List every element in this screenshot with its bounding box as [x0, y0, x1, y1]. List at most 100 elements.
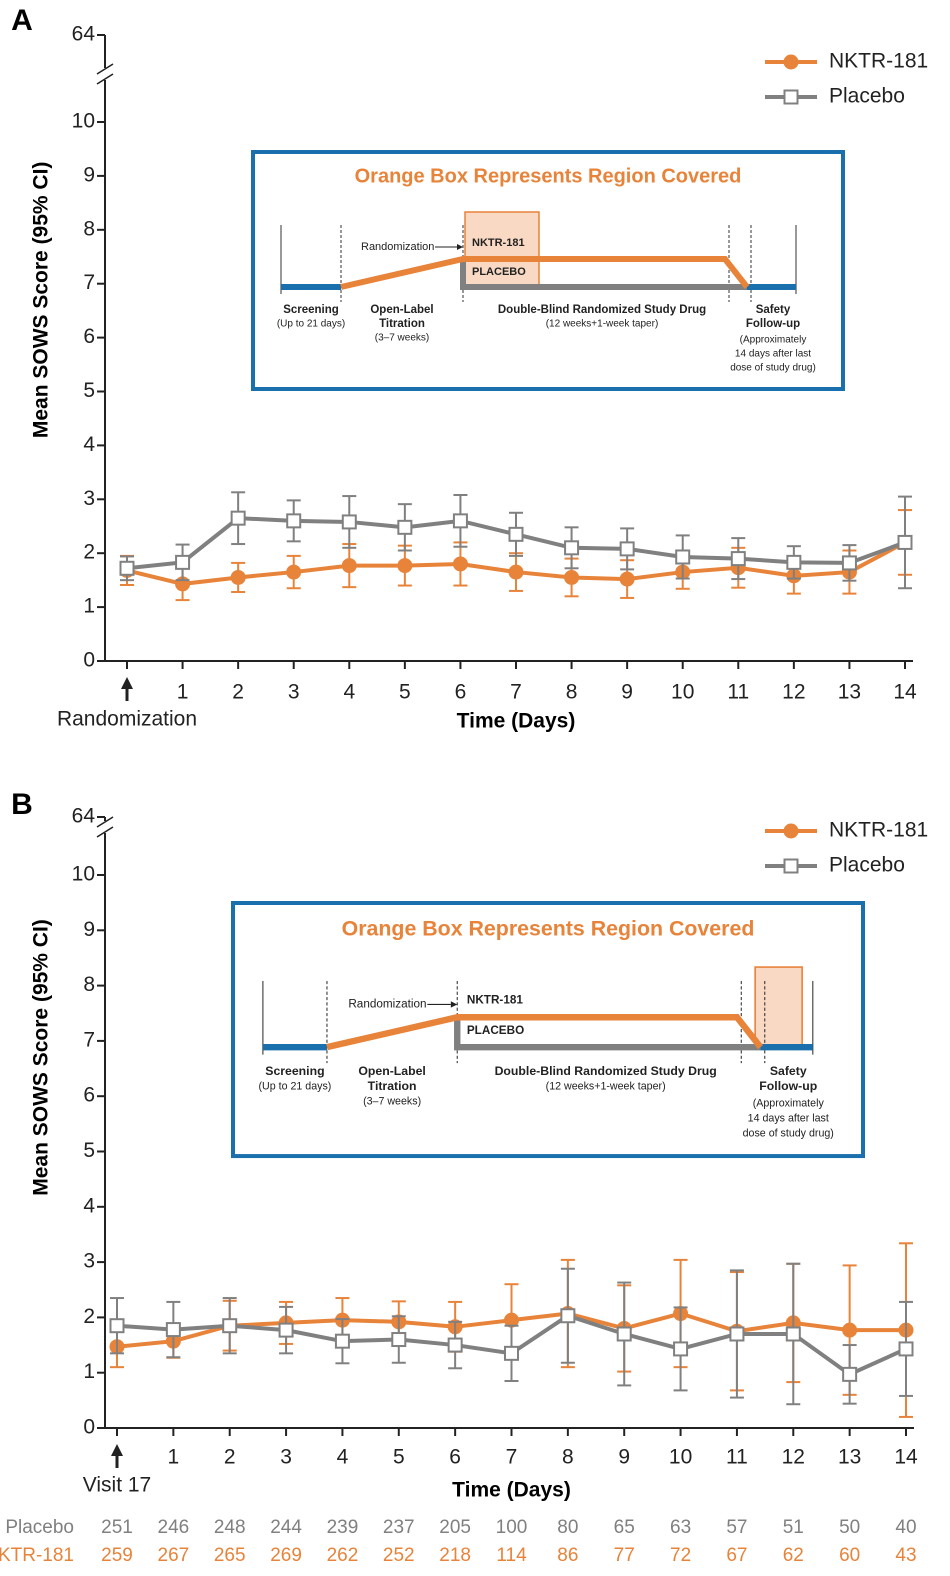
- y-tick-label: 8: [83, 217, 95, 240]
- point: [452, 556, 468, 572]
- point: [560, 1308, 576, 1324]
- inset: Orange Box Represents Region Covered Rand…: [231, 901, 865, 1159]
- axis-break: [96, 73, 114, 85]
- table-cell: 262: [327, 1545, 359, 1566]
- y-axis-label: Mean SOWS Score (95% CI): [30, 162, 53, 439]
- inset-label: (Approximately: [740, 335, 807, 346]
- x-tick-label: 4: [337, 1446, 349, 1469]
- inset-label: (Approximately: [753, 1098, 825, 1110]
- legend-label: Placebo: [829, 85, 905, 108]
- table-cell: 63: [670, 1517, 691, 1538]
- x-axis-label: Time (Days): [457, 710, 576, 733]
- inset-label: (12 weeks+1-week taper): [546, 1080, 666, 1092]
- point: [397, 558, 413, 574]
- point: [334, 1333, 350, 1349]
- x-tick-label: 1: [168, 1446, 180, 1469]
- y-tick-label: 7: [83, 271, 95, 294]
- y-tick-label: 2: [83, 1305, 95, 1328]
- x-tick-label: 9: [621, 681, 633, 704]
- table-cell: 60: [839, 1545, 860, 1566]
- inset-label: NKTR-181: [472, 237, 525, 249]
- panel-label: A: [11, 4, 33, 37]
- table-cell: 57: [726, 1517, 747, 1538]
- point: [391, 1332, 407, 1348]
- y-tick-label: 4: [83, 433, 95, 456]
- point: [286, 564, 302, 580]
- inset-label: (Up to 21 days): [277, 319, 345, 330]
- randomization-arrowhead: [457, 244, 463, 250]
- x-tick-label: 5: [393, 1446, 405, 1469]
- point: [222, 1318, 238, 1334]
- table-cell: 252: [383, 1545, 415, 1566]
- table-cell: 259: [101, 1545, 133, 1566]
- point: [675, 549, 691, 565]
- x-tick-label: 6: [455, 681, 467, 704]
- placebo-arm: [454, 1018, 761, 1051]
- x-tick-label: 1: [177, 681, 189, 704]
- x-tick-label: 3: [288, 681, 300, 704]
- table-cell: 269: [270, 1545, 302, 1566]
- legend-marker: [783, 858, 799, 874]
- inset-label: PLACEBO: [467, 1024, 524, 1037]
- inset-label: Double-Blind Randomized Study Drug: [495, 1064, 717, 1078]
- y-tick-label: 6: [83, 1084, 95, 1107]
- point: [897, 534, 913, 550]
- inset-label: Orange Box Represents Region Covered: [355, 165, 742, 187]
- legend-marker: [783, 823, 799, 839]
- x-tick-label: 7: [506, 1446, 518, 1469]
- inset-label: NKTR-181: [467, 993, 524, 1006]
- point: [785, 1326, 801, 1342]
- table-cell: 43: [895, 1545, 916, 1566]
- inset-label: Double-Blind Randomized Study Drug: [498, 304, 706, 316]
- x-tick-label: 9: [618, 1446, 630, 1469]
- y-tick-label: 8: [83, 973, 95, 996]
- point: [619, 541, 635, 557]
- point: [286, 513, 302, 529]
- x-tick-label: 8: [562, 1446, 574, 1469]
- point: [673, 1341, 689, 1357]
- inset-label: Titration: [368, 1079, 417, 1093]
- point: [842, 1322, 858, 1338]
- randomization-arrowhead: [450, 1001, 458, 1008]
- inset-label: Randomization: [348, 998, 426, 1011]
- table-row-label: Placebo: [5, 1517, 74, 1538]
- inset-label: 14 days after last: [735, 349, 811, 360]
- point: [730, 551, 746, 567]
- point: [508, 526, 524, 542]
- point: [165, 1322, 181, 1338]
- table-cell: 246: [158, 1517, 190, 1538]
- inset: Orange Box Represents Region Covered Rand…: [251, 150, 845, 391]
- axis-break: [96, 63, 114, 75]
- table-cell: 218: [439, 1545, 471, 1566]
- point: [452, 513, 468, 529]
- annotation: Randomization: [57, 708, 197, 731]
- inset-label: Open-Label: [358, 1064, 425, 1078]
- legend-marker: [783, 54, 799, 70]
- table-row-label: NKTR-181: [0, 1545, 74, 1566]
- table-cell: 86: [557, 1545, 578, 1566]
- inset-label: (3–7 weeks): [375, 333, 429, 344]
- highlight-box: [464, 211, 540, 290]
- point: [898, 1341, 914, 1357]
- inset-label: Follow-up: [746, 318, 800, 330]
- table-cell: 239: [327, 1517, 359, 1538]
- point: [508, 564, 524, 580]
- inset-label: Follow-up: [759, 1079, 817, 1093]
- point: [564, 540, 580, 556]
- inset-label: Safety: [756, 304, 791, 316]
- placebo-arm: [460, 260, 747, 290]
- y-tick-label: 10: [72, 863, 95, 886]
- legend-label: NKTR-181: [829, 819, 928, 842]
- table-cell: 251: [101, 1517, 133, 1538]
- table-cell: 114: [496, 1545, 527, 1566]
- inset-label: Safety: [770, 1064, 807, 1078]
- y-tick-label: 5: [83, 1139, 95, 1162]
- y-tick-label: 6: [83, 325, 95, 348]
- annotation-arrowhead: [111, 1444, 123, 1456]
- annotation: Visit 17: [83, 1474, 152, 1497]
- y-tick-label: 4: [83, 1194, 95, 1217]
- point: [841, 555, 857, 571]
- table-cell: 67: [726, 1545, 747, 1566]
- highlight-box: [754, 966, 803, 1051]
- inset-label: dose of study drug): [743, 1127, 834, 1139]
